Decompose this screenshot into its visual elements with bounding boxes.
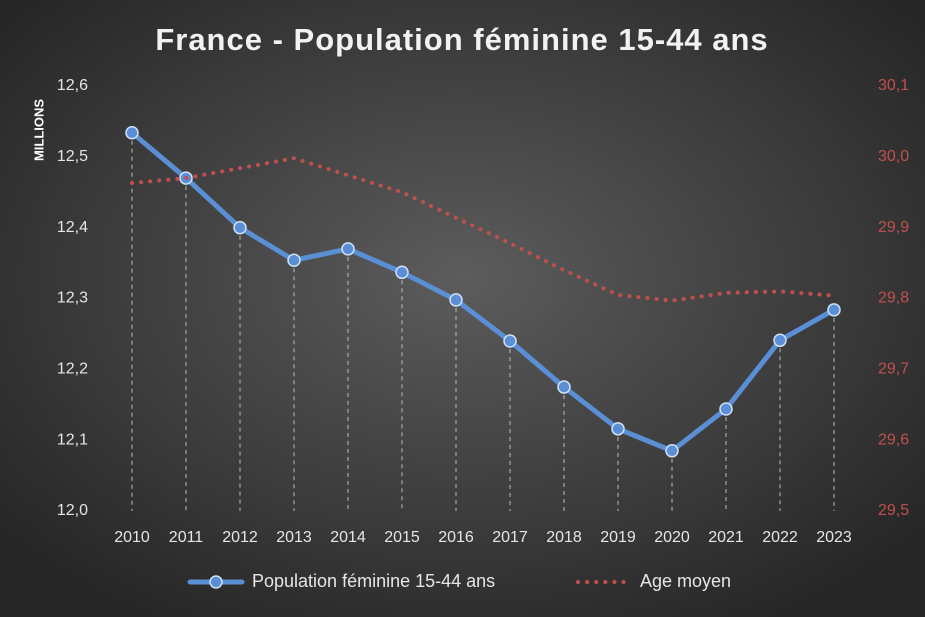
x-tick-label: 2021 [708,529,744,546]
y-tick-label: 12,2 [57,361,88,378]
y-axis-label: MILLIONS [31,99,46,161]
y-tick-label: 12,4 [57,219,88,236]
x-tick-label: 2012 [222,529,258,546]
y-tick-label: 12,5 [57,148,88,165]
point-marker [611,422,625,436]
y2-tick-label: 29,8 [878,290,909,307]
point-marker [449,293,463,307]
point-marker [287,253,301,267]
x-tick-label: 2011 [169,529,204,546]
y-tick-label: 12,1 [57,431,88,448]
x-tick-label: 2013 [276,529,312,546]
legend-marker [209,575,223,589]
y2-tick-label: 29,6 [878,431,909,448]
x-tick-label: 2018 [546,529,582,546]
point-marker [395,265,409,280]
x-tick-label: 2020 [654,529,690,546]
y2-tick-label: 30,1 [878,77,909,94]
x-tick-label: 2010 [114,529,150,546]
y-tick-label: 12,0 [57,502,88,519]
point-marker [557,380,571,394]
y2-tick-label: 29,7 [878,361,909,378]
age-line [130,156,836,303]
point-marker [773,333,787,348]
population-line [129,130,837,454]
point-marker [125,126,139,140]
point-marker [827,303,841,317]
x-tick-label: 2022 [762,529,798,546]
x-tick-label: 2014 [330,529,366,546]
x-tick-label: 2023 [816,529,852,546]
x-tick-label: 2015 [384,529,420,546]
y2-tick-label: 30,0 [878,148,909,165]
point-marker [503,334,517,348]
point-marker [719,402,733,416]
y2-tick-label: 29,9 [878,219,909,236]
point-marker [341,242,355,256]
legend-label: Population féminine 15-44 ans [252,571,495,591]
point-marker [665,444,679,458]
x-tick-label: 2017 [492,529,528,546]
y-tick-label: 12,3 [57,290,88,307]
y-tick-label: 12,6 [57,77,88,94]
legend-label: Age moyen [640,571,731,591]
point-marker [233,220,247,235]
chart-title: France - Population féminine 15-44 ans [155,22,768,57]
x-tick-label: 2019 [600,529,636,546]
y2-tick-label: 29,5 [878,502,909,519]
x-tick-label: 2016 [438,529,474,546]
